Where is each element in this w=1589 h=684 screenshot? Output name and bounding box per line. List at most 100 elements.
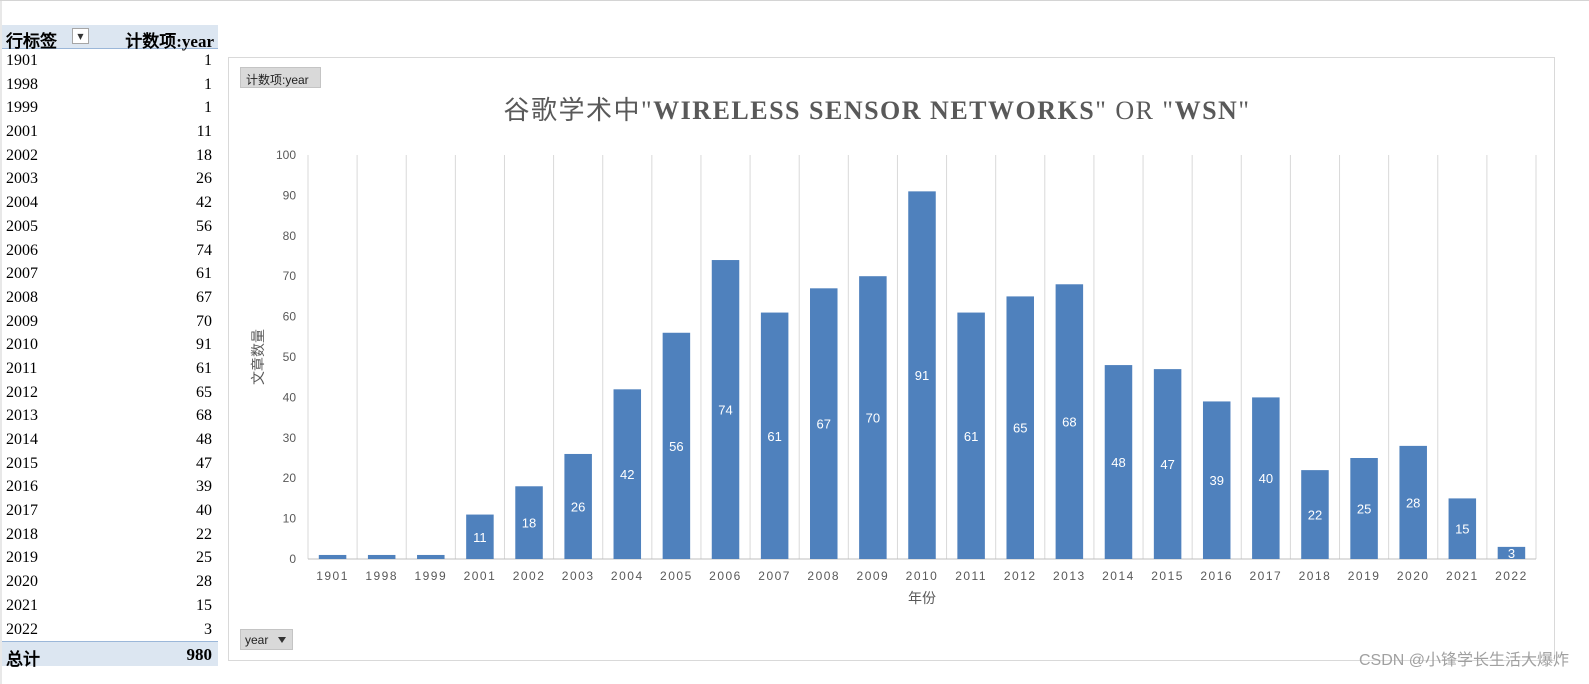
pivot-row-year: 2012 <box>6 383 38 401</box>
pivot-chart-area[interactable] <box>228 57 1555 661</box>
y-tick-label: 100 <box>276 148 296 162</box>
pivot-total-row: 总计 980 <box>2 641 218 669</box>
y-tick-label: 20 <box>283 471 297 485</box>
x-axis-title: 年份 <box>908 591 936 607</box>
chart-title: 谷歌学术中"WIRELESS SENSOR NETWORKS" OR "WSN" <box>372 90 1382 127</box>
bar-data-label: 70 <box>866 411 880 426</box>
x-tick-label: 1998 <box>365 569 398 583</box>
bar <box>466 514 494 559</box>
pivot-row: 2009 70 <box>2 310 218 334</box>
bar-data-label: 15 <box>1455 522 1469 537</box>
bar <box>1399 445 1427 559</box>
axis-field-button[interactable]: year <box>240 629 293 650</box>
sheet-left-edge <box>0 1 2 684</box>
pivot-row-count: 11 <box>196 123 212 141</box>
y-tick-label: 50 <box>283 350 297 364</box>
x-tick-label: 2003 <box>562 569 595 583</box>
pivot-row: 1998 1 <box>2 73 218 97</box>
bar-data-label: 26 <box>571 499 585 514</box>
pivot-row-year: 1901 <box>6 52 38 69</box>
pivot-row-count: 22 <box>196 525 212 543</box>
bar <box>1301 470 1329 559</box>
y-tick-label: 60 <box>283 310 297 324</box>
window-top-border <box>0 0 1589 1</box>
pivot-row: 2004 42 <box>2 191 218 215</box>
bar-data-label: 28 <box>1406 495 1420 510</box>
x-tick-label: 2011 <box>955 569 987 583</box>
pivot-row-year: 2011 <box>6 359 38 377</box>
pivot-row-year: 2017 <box>6 502 38 520</box>
pivot-row-count: 28 <box>196 573 212 591</box>
bar-data-label: 61 <box>964 429 978 444</box>
pivot-row: 2016 39 <box>2 475 218 499</box>
pivot-row-count: 61 <box>196 265 212 283</box>
pivot-table: 行标签 ▼ 计数项:year 1901 1 1998 1 1999 1 2001 11 2002… <box>2 25 218 669</box>
pivot-row: 2008 67 <box>2 286 218 310</box>
x-tick-label: 2008 <box>807 569 840 583</box>
chart-title-part: 谷歌学术中" <box>503 96 654 125</box>
row-labels-header: 行标签 <box>6 32 57 51</box>
bar-data-label: 3 <box>1508 546 1515 561</box>
bar <box>1448 498 1477 559</box>
x-tick-label: 1901 <box>316 569 349 583</box>
x-tick-label: 2004 <box>611 569 644 583</box>
bar <box>515 486 543 559</box>
x-tick-label: 1999 <box>414 569 447 583</box>
dropdown-arrow-icon <box>278 637 286 643</box>
pivot-row-year: 2004 <box>6 194 38 212</box>
chart-title-part: WSN <box>1174 96 1239 125</box>
pivot-row: 2015 47 <box>2 452 218 476</box>
x-tick-label: 2016 <box>1200 569 1233 583</box>
y-tick-label: 10 <box>283 512 297 526</box>
bar <box>367 554 396 559</box>
pivot-header-row: 行标签 ▼ 计数项:year <box>2 25 218 51</box>
values-field-button[interactable]: 计数项:year <box>240 67 321 88</box>
bar-data-label: 11 <box>473 530 487 545</box>
bar <box>318 554 347 559</box>
bar <box>1006 296 1034 559</box>
pivot-row-year: 2009 <box>6 312 38 330</box>
x-tick-label: 2006 <box>709 569 742 583</box>
pivot-row-count: 61 <box>196 359 212 377</box>
pivot-row-count: 42 <box>196 194 212 212</box>
pivot-row-count: 68 <box>196 407 212 425</box>
pivot-row-year: 2003 <box>6 170 38 188</box>
pivot-row-year: 2019 <box>6 549 38 567</box>
bar <box>1497 546 1526 559</box>
x-tick-label: 2013 <box>1053 569 1086 583</box>
pivot-row: 2019 25 <box>2 546 218 570</box>
pivot-row-count: 40 <box>196 502 212 520</box>
y-tick-label: 30 <box>283 431 297 445</box>
pivot-row-year: 2010 <box>6 336 38 354</box>
pivot-row-year: 2002 <box>6 146 38 164</box>
pivot-row: 1901 1 <box>2 49 218 73</box>
bar <box>417 554 445 559</box>
pivot-row: 2020 28 <box>2 570 218 594</box>
y-tick-label: 0 <box>289 552 296 566</box>
bar <box>1202 401 1231 559</box>
pivot-row-count: 65 <box>196 383 212 401</box>
chart-title-part: " <box>1238 96 1251 125</box>
x-tick-label: 2007 <box>758 569 791 583</box>
bar-data-label: 42 <box>620 467 634 482</box>
filter-dropdown-icon[interactable]: ▼ <box>72 28 89 44</box>
y-tick-label: 80 <box>283 229 297 243</box>
x-tick-label: 2022 <box>1495 569 1528 583</box>
pivot-rows: 1901 1 1998 1 1999 1 2001 11 2002 18 2003 26 2004 42 2… <box>2 49 218 641</box>
x-tick-label: 2015 <box>1151 569 1184 583</box>
pivot-row: 2011 61 <box>2 357 218 381</box>
x-tick-label: 2017 <box>1249 569 1282 583</box>
pivot-row-count: 39 <box>196 478 212 496</box>
bar <box>760 312 789 559</box>
pivot-row-year: 2008 <box>6 288 38 306</box>
bar-data-label: 39 <box>1209 473 1223 488</box>
pivot-row: 2017 40 <box>2 499 218 523</box>
bar-data-label: 47 <box>1160 457 1174 472</box>
pivot-row: 2021 15 <box>2 594 218 618</box>
pivot-row-count: 25 <box>196 549 212 567</box>
pivot-row-year: 2013 <box>6 407 38 425</box>
bar <box>1252 397 1280 559</box>
pivot-row-year: 2014 <box>6 431 38 448</box>
pivot-row-year: 2005 <box>6 217 38 235</box>
axis-field-label: year <box>245 633 269 647</box>
